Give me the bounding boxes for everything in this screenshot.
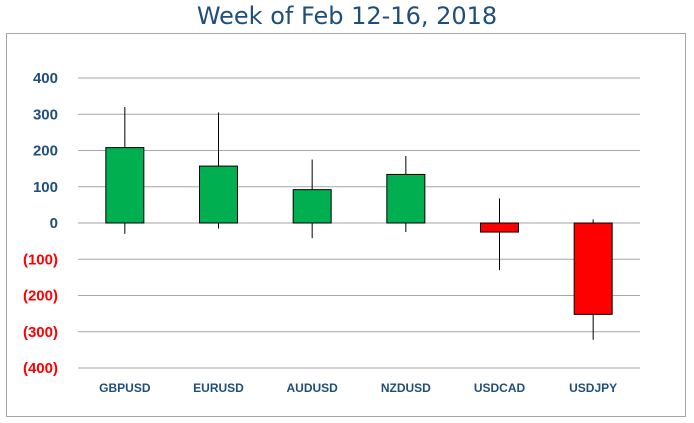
y-tick-label: 0	[50, 215, 58, 232]
candle-body	[292, 189, 332, 224]
y-tick-label: 200	[33, 143, 58, 160]
x-category-label: AUDUSD	[286, 381, 338, 395]
x-category-label: USDCAD	[474, 381, 526, 395]
y-tick-label: (300)	[23, 324, 58, 341]
candle-body	[199, 165, 238, 224]
y-tick-label: (200)	[23, 288, 58, 305]
candle-body	[105, 147, 145, 224]
candle-body	[573, 222, 613, 315]
chart-title: Week of Feb 12-16, 2018	[196, 2, 498, 30]
y-tick-label: 400	[33, 70, 58, 87]
x-category-label: USDJPY	[569, 381, 617, 395]
y-tick-label: 300	[33, 106, 58, 123]
x-category-label: EURUSD	[193, 381, 244, 395]
y-tick-label: (100)	[23, 251, 58, 268]
x-category-label: GBPUSD	[99, 381, 151, 395]
candle-body	[386, 173, 426, 224]
y-tick-label: 100	[33, 179, 58, 196]
candle-body	[480, 222, 519, 233]
x-category-label: NZDUSD	[381, 381, 431, 395]
chart-frame	[6, 33, 686, 417]
y-tick-label: (400)	[23, 360, 58, 377]
